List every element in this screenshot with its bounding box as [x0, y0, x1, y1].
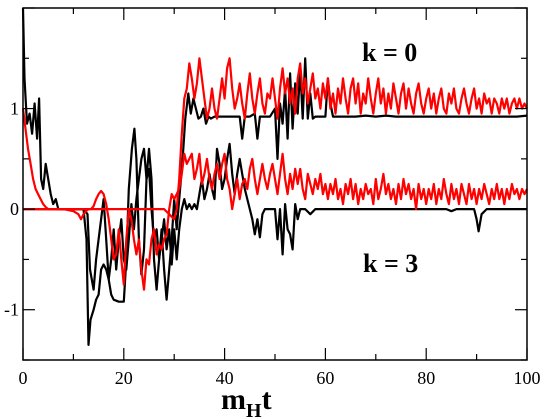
series-line-2 — [23, 142, 527, 291]
annotation-k0: k = 0 — [362, 38, 417, 67]
series-layer — [21, 7, 528, 346]
annotation-k3: k = 3 — [363, 249, 418, 278]
y-tick-label: 0 — [10, 199, 19, 219]
y-tick-label: 1 — [10, 99, 19, 119]
x-tick-label: 20 — [115, 368, 133, 388]
x-tick-label: 100 — [514, 368, 541, 388]
x-tick-label: 60 — [316, 368, 334, 388]
x-tick-label: 40 — [216, 368, 234, 388]
x-axis-label-subscript: H — [246, 400, 262, 419]
tick-labels: 0 20 40 60 80 100 -1 0 1 — [4, 99, 541, 388]
x-tick-label: 0 — [19, 368, 28, 388]
x-axis-label-main: m — [221, 383, 246, 416]
x-tick-label: 80 — [417, 368, 435, 388]
x-axis-label-tail: t — [262, 383, 272, 416]
y-tick-label: -1 — [4, 300, 19, 320]
x-axis-label: mHt — [221, 383, 272, 419]
series-line-3 — [23, 152, 528, 291]
series-line-4 — [21, 57, 528, 221]
ticks-layer — [22, 7, 528, 361]
